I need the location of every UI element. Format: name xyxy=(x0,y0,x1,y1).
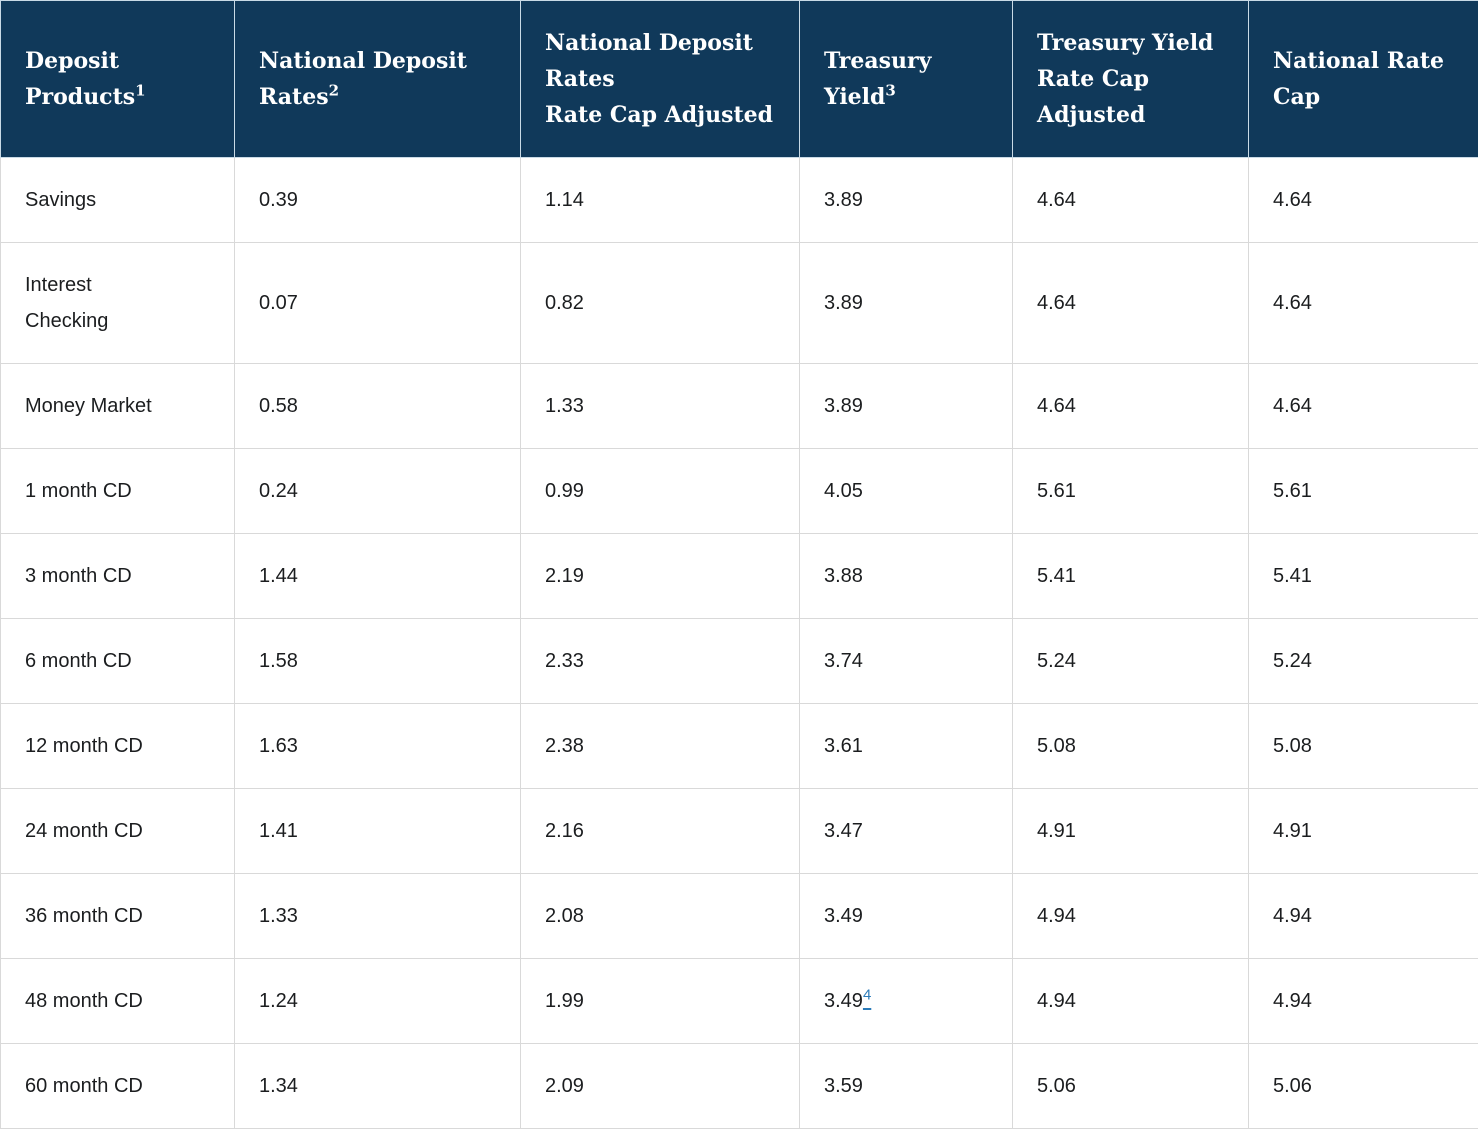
footnote-superscript: 2 xyxy=(328,81,340,100)
national-rate-cap-cell: 5.08 xyxy=(1248,703,1478,789)
col-header-treasury-yield: Treasury Yield3 xyxy=(799,0,1013,158)
treasury-yield-cell: 4.05 xyxy=(799,448,1013,534)
treasury-yield-rate-cap-adjusted-cell: 4.91 xyxy=(1012,788,1249,874)
table-row: 36 month CD 1.33 2.08 3.49 4.94 4.94 xyxy=(0,873,1478,959)
national-rate-cap-cell: 4.94 xyxy=(1248,873,1478,959)
table-body: Savings 0.39 1.14 3.89 4.64 4.64 Interest Chec… xyxy=(0,157,1478,1129)
treasury-yield-rate-cap-adjusted-cell: 5.06 xyxy=(1012,1043,1249,1129)
national-deposit-rate-cell: 1.58 xyxy=(234,618,521,704)
treasury-yield-rate-cap-adjusted-cell: 4.94 xyxy=(1012,873,1249,959)
national-rate-cap-cell: 5.06 xyxy=(1248,1043,1478,1129)
table-row: 60 month CD 1.34 2.09 3.59 5.06 5.06 xyxy=(0,1043,1478,1129)
product-name-cell: 6 month CD xyxy=(0,618,235,704)
treasury-yield-rate-cap-adjusted-cell: 5.24 xyxy=(1012,618,1249,704)
footnote-superscript: 3 xyxy=(885,81,896,100)
product-name-cell: 12 month CD xyxy=(0,703,235,789)
national-deposit-rate-cell: 1.34 xyxy=(234,1043,521,1129)
ndr-rate-cap-adjusted-cell: 2.38 xyxy=(520,703,800,789)
product-name-cell: 36 month CD xyxy=(0,873,235,959)
treasury-yield-rate-cap-adjusted-cell: 5.41 xyxy=(1012,533,1249,619)
product-name-cell: Interest Checking xyxy=(0,242,235,364)
treasury-yield-rate-cap-adjusted-cell: 4.64 xyxy=(1012,157,1249,243)
table-row: 3 month CD 1.44 2.19 3.88 5.41 5.41 xyxy=(0,533,1478,619)
table-row: Money Market 0.58 1.33 3.89 4.64 4.64 xyxy=(0,363,1478,449)
treasury-yield-cell: 3.49 xyxy=(799,873,1013,959)
header-row: Deposit Products1 National Deposit Rates… xyxy=(0,0,1478,158)
national-deposit-rate-cell: 0.07 xyxy=(234,242,521,364)
national-deposit-rate-cell: 1.44 xyxy=(234,533,521,619)
ndr-rate-cap-adjusted-cell: 1.99 xyxy=(520,958,800,1044)
national-rate-cap-cell: 4.91 xyxy=(1248,788,1478,874)
national-deposit-rate-cell: 0.39 xyxy=(234,157,521,243)
national-deposit-rate-cell: 0.58 xyxy=(234,363,521,449)
col-header-deposit-products: Deposit Products1 xyxy=(0,0,235,158)
ndr-rate-cap-adjusted-cell: 2.19 xyxy=(520,533,800,619)
ndr-rate-cap-adjusted-cell: 2.33 xyxy=(520,618,800,704)
col-header-label: Treasury Yield xyxy=(824,48,932,110)
treasury-yield-rate-cap-adjusted-cell: 5.08 xyxy=(1012,703,1249,789)
product-name-cell: Savings xyxy=(0,157,235,243)
treasury-yield-rate-cap-adjusted-cell: 4.64 xyxy=(1012,242,1249,364)
table-row: 1 month CD 0.24 0.99 4.05 5.61 5.61 xyxy=(0,448,1478,534)
footnote-4-link[interactable]: 4 xyxy=(862,986,872,1004)
treasury-yield-cell: 3.61 xyxy=(799,703,1013,789)
national-deposit-rate-cell: 1.33 xyxy=(234,873,521,959)
national-rate-cap-cell: 4.64 xyxy=(1248,157,1478,243)
national-rate-cap-cell: 5.41 xyxy=(1248,533,1478,619)
treasury-yield-cell: 3.89 xyxy=(799,157,1013,243)
table-row: 48 month CD 1.24 1.99 3.494 4.94 4.94 xyxy=(0,958,1478,1044)
table-row: Savings 0.39 1.14 3.89 4.64 4.64 xyxy=(0,157,1478,243)
treasury-yield-rate-cap-adjusted-cell: 4.94 xyxy=(1012,958,1249,1044)
treasury-yield-rate-cap-adjusted-cell: 5.61 xyxy=(1012,448,1249,534)
treasury-yield-cell: 3.47 xyxy=(799,788,1013,874)
col-header-national-rate-cap: National Rate Cap xyxy=(1248,0,1478,158)
national-deposit-rate-cell: 0.24 xyxy=(234,448,521,534)
product-name-cell: Money Market xyxy=(0,363,235,449)
treasury-yield-cell: 3.89 xyxy=(799,363,1013,449)
national-rate-cap-cell: 4.64 xyxy=(1248,242,1478,364)
national-rate-cap-cell: 4.94 xyxy=(1248,958,1478,1044)
col-header-label: National Rate Cap xyxy=(1273,48,1445,110)
national-rate-cap-cell: 5.61 xyxy=(1248,448,1478,534)
col-header-ndr-rate-cap-adjusted: National Deposit Rates Rate Cap Adjusted xyxy=(520,0,800,158)
table-row: 12 month CD 1.63 2.38 3.61 5.08 5.08 xyxy=(0,703,1478,789)
ndr-rate-cap-adjusted-cell: 2.09 xyxy=(520,1043,800,1129)
table-row: Interest Checking 0.07 0.82 3.89 4.64 4.64 xyxy=(0,242,1478,364)
national-rate-cap-cell: 4.64 xyxy=(1248,363,1478,449)
ndr-rate-cap-adjusted-cell: 2.08 xyxy=(520,873,800,959)
ndr-rate-cap-adjusted-cell: 1.14 xyxy=(520,157,800,243)
product-name-cell: 3 month CD xyxy=(0,533,235,619)
treasury-yield-cell: 3.89 xyxy=(799,242,1013,364)
treasury-yield-rate-cap-adjusted-cell: 4.64 xyxy=(1012,363,1249,449)
national-rate-cap-cell: 5.24 xyxy=(1248,618,1478,704)
col-header-label: National Deposit Rates Rate Cap Adjusted xyxy=(545,30,774,128)
ndr-rate-cap-adjusted-cell: 1.33 xyxy=(520,363,800,449)
col-header-label: National Deposit Rates xyxy=(259,48,467,110)
product-name-cell: 60 month CD xyxy=(0,1043,235,1129)
col-header-label: Deposit Products xyxy=(25,48,136,110)
col-header-label: Treasury Yield Rate Cap Adjusted xyxy=(1037,30,1214,128)
product-name-cell: 48 month CD xyxy=(0,958,235,1044)
footnote-superscript: 1 xyxy=(135,81,146,100)
treasury-yield-cell: 3.74 xyxy=(799,618,1013,704)
ndr-rate-cap-adjusted-cell: 0.99 xyxy=(520,448,800,534)
treasury-yield-cell: 3.88 xyxy=(799,533,1013,619)
ndr-rate-cap-adjusted-cell: 0.82 xyxy=(520,242,800,364)
national-deposit-rate-cell: 1.24 xyxy=(234,958,521,1044)
ndr-rate-cap-adjusted-cell: 2.16 xyxy=(520,788,800,874)
table-row: 24 month CD 1.41 2.16 3.47 4.91 4.91 xyxy=(0,788,1478,874)
col-header-national-deposit-rates: National Deposit Rates2 xyxy=(234,0,521,158)
treasury-yield-cell: 3.59 xyxy=(799,1043,1013,1129)
product-name-cell: 1 month CD xyxy=(0,448,235,534)
national-deposit-rate-cell: 1.63 xyxy=(234,703,521,789)
col-header-treasury-yield-rate-cap-adjusted: Treasury Yield Rate Cap Adjusted xyxy=(1012,0,1249,158)
table-header: Deposit Products1 National Deposit Rates… xyxy=(0,0,1478,158)
table-row: 6 month CD 1.58 2.33 3.74 5.24 5.24 xyxy=(0,618,1478,704)
product-name-cell: 24 month CD xyxy=(0,788,235,874)
treasury-yield-cell: 3.494 xyxy=(799,958,1013,1044)
national-deposit-rate-cell: 1.41 xyxy=(234,788,521,874)
